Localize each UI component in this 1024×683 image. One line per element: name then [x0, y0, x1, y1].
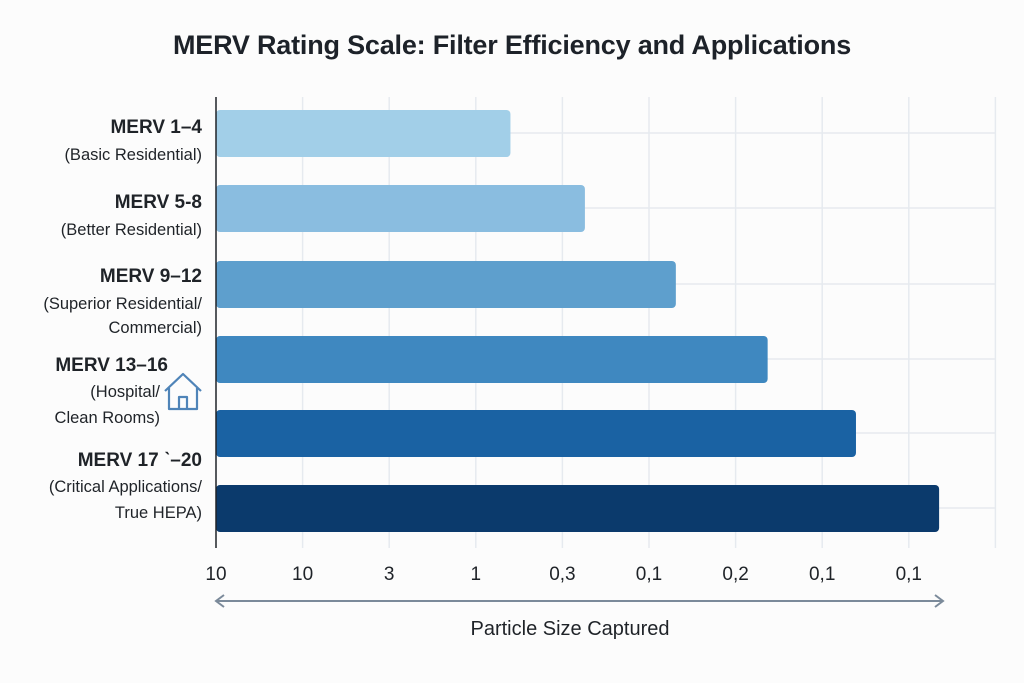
x-axis-label: Particle Size Captured — [470, 618, 670, 640]
grid — [216, 97, 997, 548]
x-tick-label: 3 — [384, 564, 395, 585]
x-tick-label: 10 — [205, 564, 226, 585]
x-tick-label: 0,1 — [809, 564, 835, 585]
category-description: (Hospital/ — [90, 383, 160, 401]
category-description: (Critical Applications/ — [49, 478, 203, 496]
category-description: Commercial) — [108, 319, 202, 337]
arrow-head-left — [214, 594, 225, 608]
x-tick-label: 0,2 — [722, 564, 748, 585]
x-tick-labels: 10 10 3 1 0,3 0,1 0,2 0,1 0,1 — [205, 564, 922, 585]
bar — [216, 110, 511, 157]
category-name: MERV 5-8 — [115, 192, 202, 213]
category-description: (Basic Residential) — [64, 146, 202, 164]
category-name: MERV 1–4 — [110, 117, 202, 138]
arrow-head-right — [934, 594, 945, 608]
x-axis-direction-arrow — [214, 594, 945, 608]
bar — [216, 485, 940, 532]
house-icon — [164, 372, 202, 411]
bar — [216, 336, 768, 383]
house-icon-path — [164, 372, 202, 411]
category-description: True HEPA) — [115, 504, 202, 522]
bars — [216, 110, 940, 532]
x-tick-label: 1 — [471, 564, 482, 585]
category-description: (Superior Residential/ — [43, 295, 202, 313]
chart-title: MERV Rating Scale: Filter Efficiency and… — [172, 30, 852, 60]
category-description: (Better Residential) — [61, 221, 202, 239]
category-labels: MERV 1–4 (Basic Residential) MERV 5-8 (Bett… — [43, 117, 202, 522]
x-tick-label: 10 — [292, 564, 313, 585]
category-description: Clean Rooms) — [55, 409, 160, 427]
category-name: MERV 9–12 — [100, 266, 202, 287]
bar — [216, 185, 585, 232]
x-tick-label: 0,1 — [636, 564, 662, 585]
x-tick-label: 0,3 — [549, 564, 575, 585]
category-name: MERV 13–16 — [55, 355, 168, 376]
bar — [216, 410, 856, 457]
category-name: MERV 17 ˋ–20 — [78, 450, 202, 471]
x-tick-label: 0,1 — [896, 564, 922, 585]
bar — [216, 261, 676, 308]
